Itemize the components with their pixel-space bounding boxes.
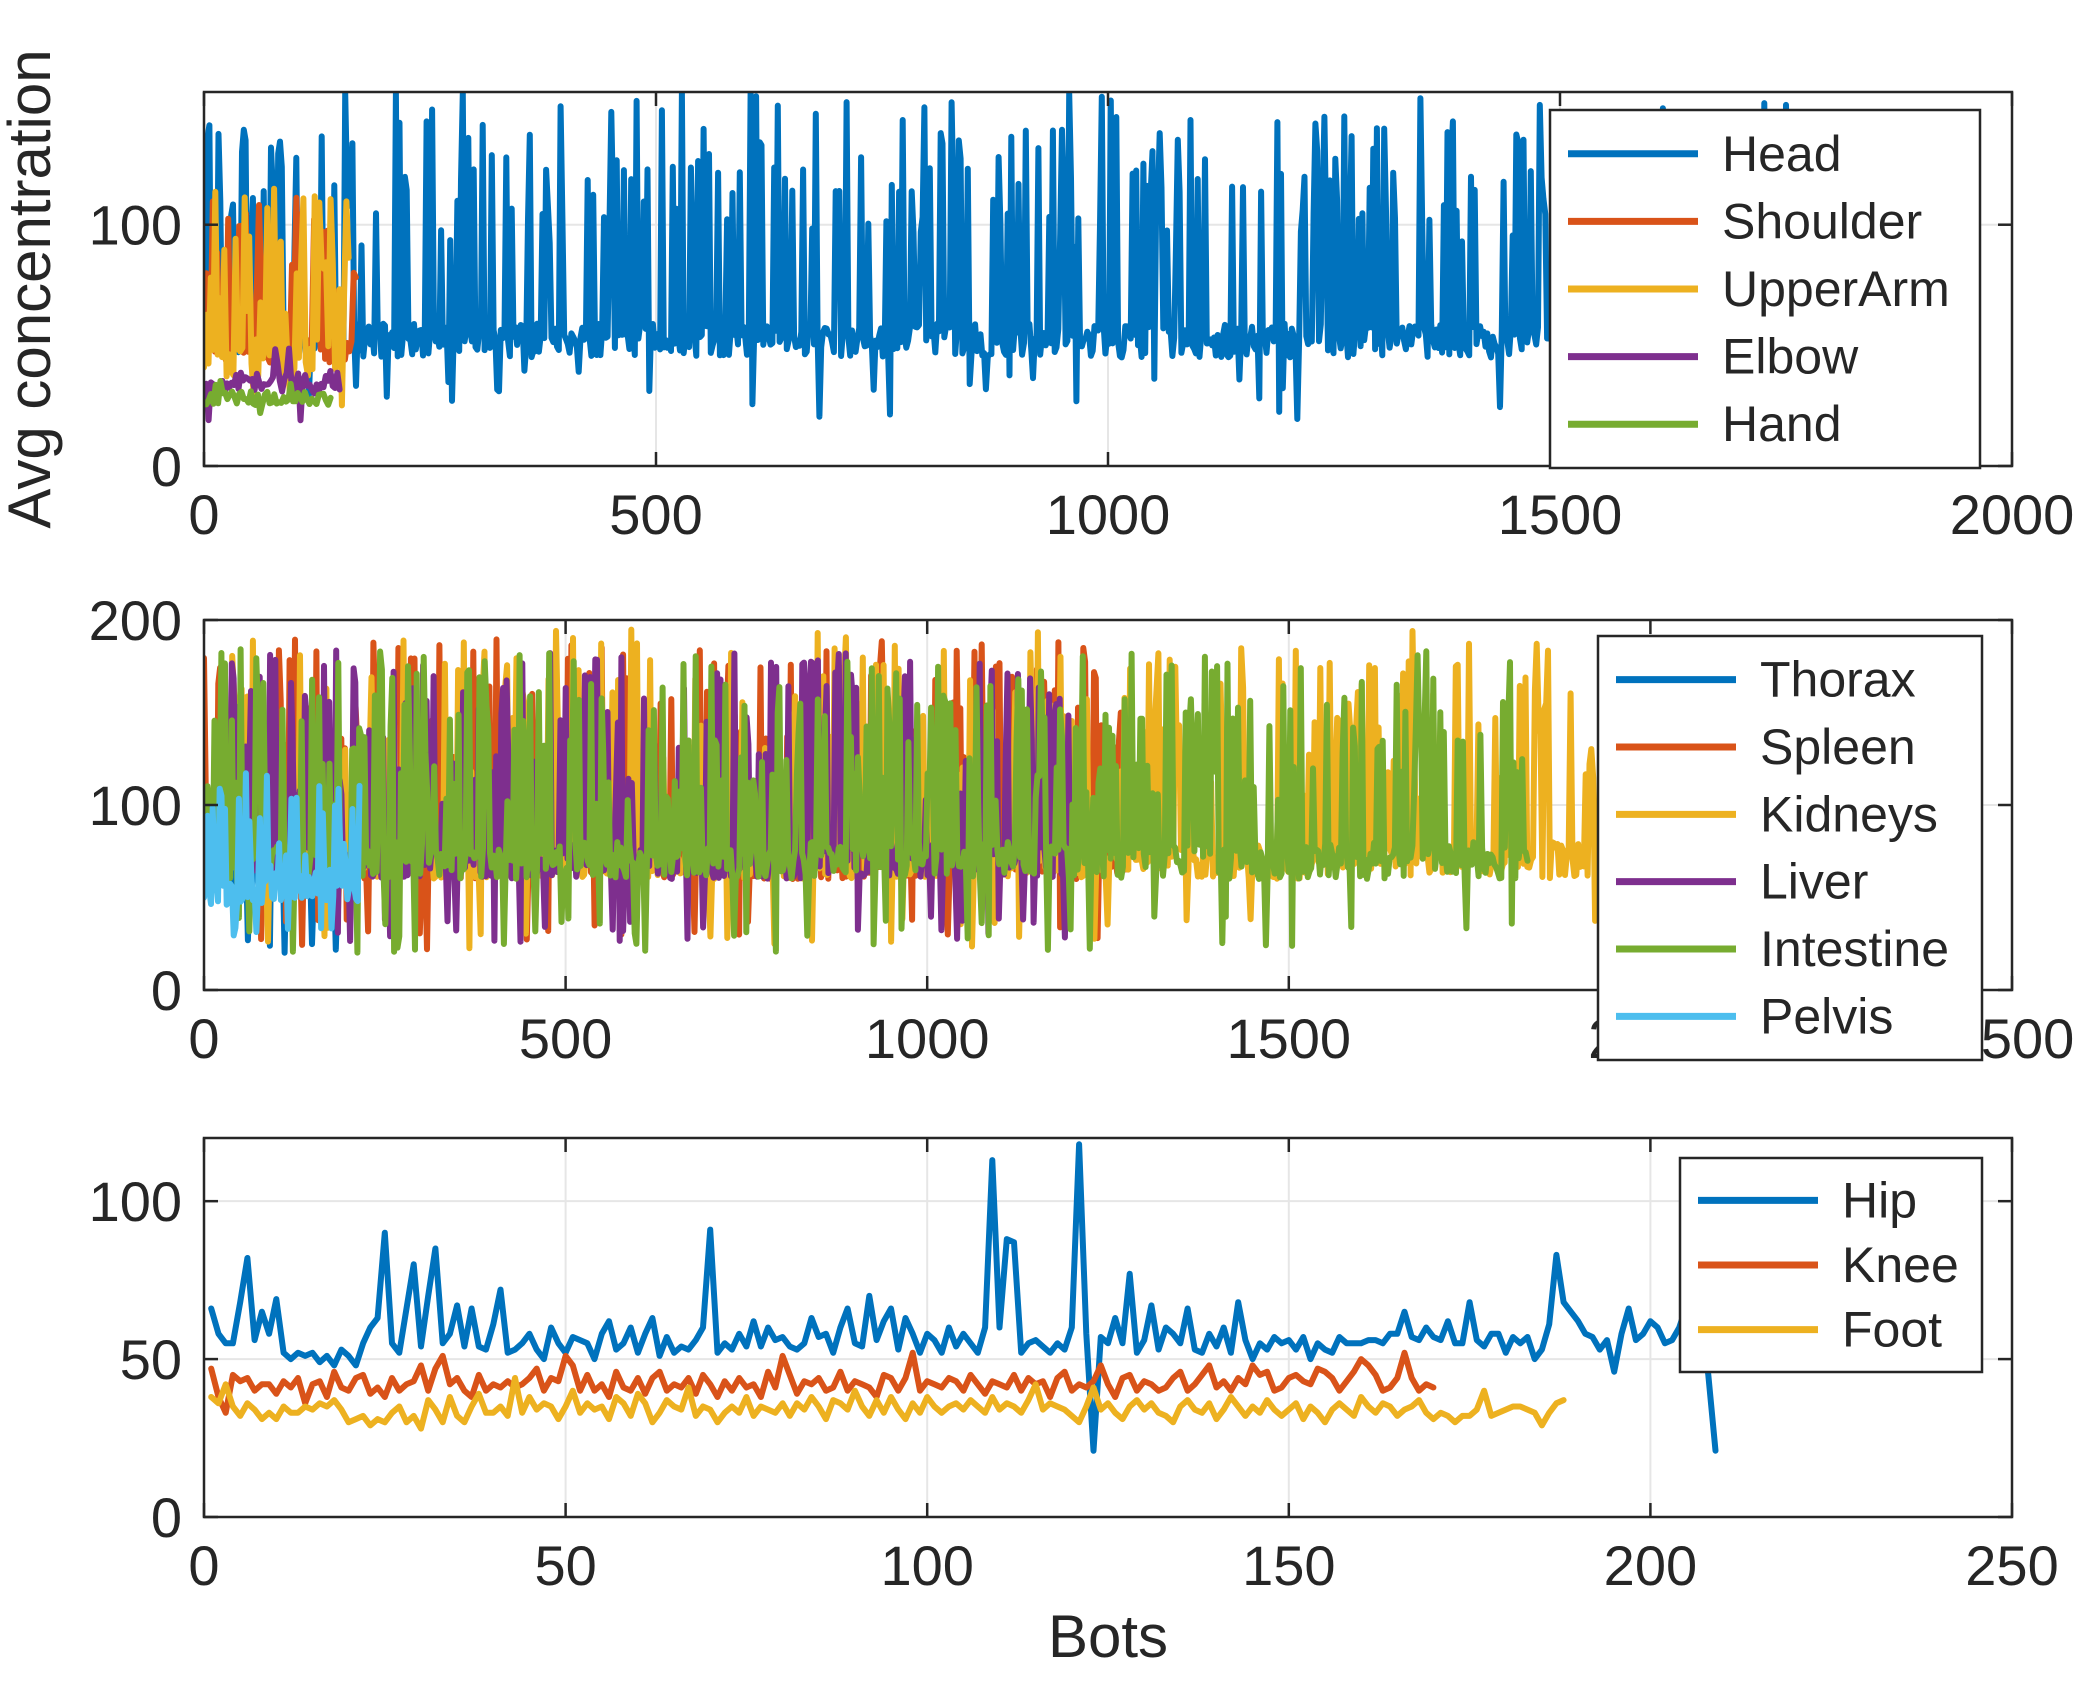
x-tick-label: 1500 [1498,483,1623,546]
legend-label: Thorax [1760,652,1916,708]
x-tick-label: 500 [519,1007,612,1070]
legend-label: Kidneys [1760,786,1938,842]
series-line-knee [208,1349,1437,1416]
x-tick-label: 250 [1965,1534,2058,1597]
y-tick-label: 200 [89,589,182,652]
legend-label: Foot [1842,1302,1942,1358]
legend-label: Spleen [1760,719,1916,775]
subplot-3: 0 50 100 150 200 250 0 50 100 Bots Hip Knee Foot [89,1136,2059,1670]
y-tick-label: 100 [89,1170,182,1233]
subplot-2: 050010001500200025000100200ThoraxSpleenK… [89,589,2075,1070]
x-tick-label: 150 [1242,1534,1335,1597]
x-tick-label: 1000 [1046,483,1171,546]
x-tick-label: 50 [534,1534,596,1597]
x-tick-label: 200 [1604,1534,1697,1597]
y-tick-label: 0 [151,1486,182,1549]
x-tick-label: 1500 [1227,1007,1352,1070]
x-axis-title: Bots [1048,1603,1168,1670]
legend-label: Knee [1842,1237,1959,1293]
legend-box [1596,634,1984,1062]
legend-label: Head [1722,126,1842,182]
y-tick-label: 50 [120,1328,182,1391]
x-tick-label: 0 [188,483,219,546]
legend-label: Liver [1760,854,1868,910]
legend: Head Shoulder UpperArm Elbow Hand [1548,108,1982,470]
legend-label: Intestine [1760,921,1949,977]
x-tick-label: 0 [188,1007,219,1070]
x-tick-label: 500 [609,483,702,546]
x-tick-label: 2000 [1950,483,2075,546]
y-tick-label: 0 [151,435,182,498]
legend-label: Pelvis [1760,988,1893,1044]
y-tick-label: 0 [151,959,182,1022]
series-line-pelvis [204,770,363,939]
x-tick-label: 1000 [865,1007,990,1070]
x-tick-label: 0 [188,1534,219,1597]
y-tick-label: 100 [89,774,182,837]
x-tick-label: 100 [880,1534,973,1597]
y-tick-label: 100 [89,194,182,257]
series-line-elbow [204,345,343,424]
series-line-hand [204,378,334,416]
axes-box [202,1136,2014,1519]
y-axis-title: Avg concentration [0,49,63,528]
series-line-foot [208,1375,1567,1432]
legend: Thorax Spleen Kidneys Liver Intestine Pelvis [1596,634,1984,1062]
series-line-hip [208,1141,1719,1454]
subplot-1: 0 500 1000 1500 2000 0 100 Avg concentration Hea… [0,49,2074,546]
legend-label: Hand [1722,396,1842,452]
legend-label: Hip [1842,1172,1917,1228]
legend: Hip Knee Foot [1678,1156,1984,1374]
legend-label: UpperArm [1722,261,1950,317]
legend-label: Elbow [1722,329,1859,385]
legend-label: Shoulder [1722,193,1922,249]
series-line-head [204,92,1798,422]
series-line-intestine [204,646,1531,956]
